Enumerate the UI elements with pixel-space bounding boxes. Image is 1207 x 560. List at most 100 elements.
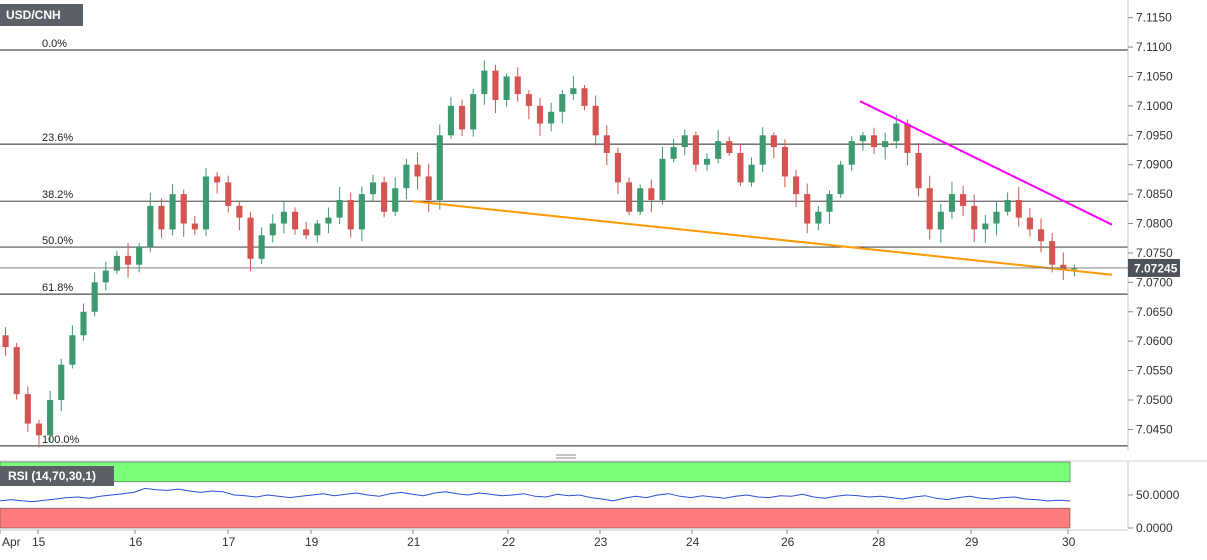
- price-tick-label: 7.0600: [1136, 334, 1173, 348]
- candle: [403, 158, 410, 200]
- date-tick-label: Apr: [2, 535, 21, 549]
- fib-label: 50.0%: [42, 235, 73, 247]
- candle: [102, 261, 109, 291]
- rsi-overbought-zone: [0, 461, 1071, 483]
- candle: [481, 60, 488, 105]
- price-tick-label: 7.1100: [1136, 40, 1172, 54]
- candle-body: [1037, 229, 1045, 242]
- fib-label: 0.0%: [42, 38, 67, 50]
- candle-body: [581, 88, 588, 106]
- candle-body: [637, 188, 644, 212]
- candle: [514, 67, 521, 102]
- candle-body: [536, 105, 544, 124]
- price-tick-label: 7.0850: [1136, 187, 1173, 201]
- price-tick-label: 7.1050: [1136, 69, 1173, 83]
- candle-body: [414, 164, 421, 177]
- candle: [158, 198, 165, 239]
- candle-body: [915, 152, 922, 189]
- candle-body: [80, 311, 87, 336]
- candle: [781, 139, 789, 188]
- candle-body: [492, 70, 499, 100]
- candle: [770, 132, 777, 159]
- candle: [581, 85, 588, 111]
- candle-body: [1015, 200, 1022, 218]
- candle-body: [1026, 217, 1033, 230]
- price-tick-label: 7.0650: [1136, 305, 1173, 319]
- candle-body: [481, 70, 488, 95]
- fib-label: 61.8%: [42, 282, 73, 294]
- last-price-box: [1128, 258, 1180, 277]
- candle-body: [937, 211, 944, 230]
- candle-body: [158, 205, 165, 230]
- last-price-label: 7.07245: [1134, 261, 1178, 275]
- candle: [425, 163, 432, 213]
- trendline: [859, 100, 1113, 226]
- candle-body: [459, 105, 466, 130]
- candle: [759, 127, 766, 173]
- candle: [826, 190, 833, 225]
- symbol-badge[interactable]: USD/CNH: [0, 4, 83, 26]
- candle: [236, 202, 243, 231]
- candle: [314, 220, 321, 243]
- candle: [447, 97, 454, 139]
- candle-body: [614, 152, 621, 183]
- candle-body: [247, 217, 254, 259]
- candle-body: [436, 135, 443, 200]
- candle: [893, 114, 900, 149]
- candle: [603, 125, 610, 166]
- candle-body: [1060, 264, 1067, 270]
- candle: [748, 157, 755, 187]
- date-tick-label: 16: [129, 535, 143, 549]
- candle-body: [804, 194, 811, 224]
- candle: [859, 132, 866, 151]
- candle-body: [826, 194, 833, 212]
- fib-label: 23.6%: [42, 132, 73, 144]
- candle: [726, 136, 733, 156]
- candle: [570, 75, 577, 100]
- candle: [670, 138, 677, 163]
- candle-body: [91, 282, 98, 312]
- candle: [681, 129, 688, 156]
- date-tick-label: 28: [872, 535, 886, 549]
- candle: [80, 303, 87, 341]
- candle: [369, 174, 377, 202]
- price-tick-label: 7.0950: [1136, 128, 1173, 142]
- candle-body: [548, 111, 555, 124]
- candle-body: [848, 141, 855, 165]
- candle-body: [425, 176, 432, 200]
- candle: [347, 192, 354, 238]
- candle: [225, 175, 232, 213]
- candle: [837, 160, 844, 198]
- candle: [982, 214, 989, 243]
- candle: [870, 127, 878, 154]
- candle: [436, 124, 443, 210]
- candle: [47, 390, 54, 443]
- rsi-line: [0, 487, 1071, 503]
- candle: [280, 200, 287, 234]
- candle: [804, 183, 811, 234]
- fibonacci-levels: 0.0% 23.6% 38.2% 50.0% 61.8% 100.0%: [0, 38, 1128, 447]
- candle-body: [269, 223, 276, 236]
- candle-body: [870, 135, 878, 148]
- candle-body: [336, 200, 343, 218]
- candle: [815, 205, 822, 231]
- candle-body: [525, 94, 532, 106]
- candle-body: [35, 423, 43, 436]
- candle-body: [681, 135, 688, 148]
- candle-body: [58, 364, 65, 400]
- rsi-badge[interactable]: RSI (14,70,30,1): [0, 466, 114, 486]
- candle-body: [926, 188, 933, 230]
- date-tick-label: 15: [32, 535, 46, 549]
- candle: [24, 386, 31, 432]
- fib-label: 38.2%: [42, 189, 73, 201]
- candle: [91, 272, 98, 317]
- candle-body: [236, 205, 243, 218]
- candle-body: [514, 76, 521, 95]
- candle-body: [659, 158, 666, 200]
- date-tick-label: 26: [781, 535, 795, 549]
- candle-body: [759, 135, 766, 165]
- candle-body: [403, 164, 410, 189]
